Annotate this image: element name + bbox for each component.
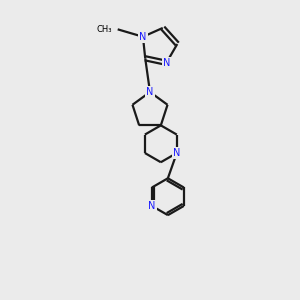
Text: N: N bbox=[173, 148, 181, 158]
Text: N: N bbox=[139, 32, 147, 42]
Text: N: N bbox=[163, 58, 170, 68]
Text: CH₃: CH₃ bbox=[97, 25, 112, 34]
Text: N: N bbox=[148, 201, 156, 211]
Text: N: N bbox=[146, 87, 154, 97]
